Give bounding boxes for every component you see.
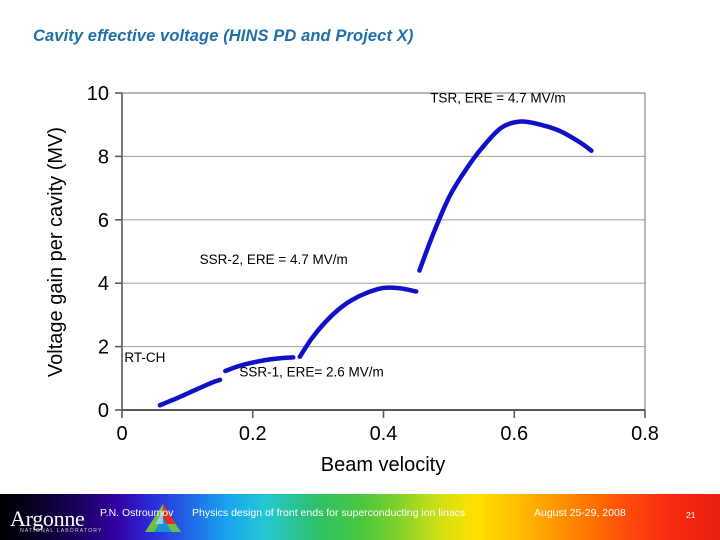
chart-container: 0 2 4 6 8 10 0 0.2 0.4 0.6 0.8 TSR, ERE = 4.7 MV/… [0,60,720,485]
y-axis-tick-labels: 0 2 4 6 8 10 [87,83,109,422]
y-axis-tick-label: 6 [98,210,109,232]
data-series-rt-ch [157,377,223,408]
footer-presenter: P.N. Ostroumov [100,507,174,519]
x-axis-title: Beam velocity [321,454,446,476]
x-axis-ticks [121,410,646,418]
argonne-wordmark: Argonne [10,506,85,531]
argonne-triangle-icon [145,504,181,532]
y-axis-tick-label: 2 [98,337,109,359]
y-axis-ticks [115,92,122,411]
footer-bar: Argonne NATIONAL LABORATORY P.N. Ostroum… [0,494,720,540]
chart-annotation: RT-CH [124,350,165,365]
chart-annotation: TSR, ERE = 4.7 MV/m [430,91,565,106]
y-axis-tick-label: 8 [98,146,109,168]
x-axis-tick-label: 0.6 [500,423,528,445]
x-axis-tick-label: 0.4 [370,423,398,445]
chart-annotations: TSR, ERE = 4.7 MV/m SSR-2, ERE = 4.7 MV/m… [124,91,565,380]
x-axis-tick-labels: 0 0.2 0.4 0.6 0.8 [116,423,658,445]
y-axis-title: Voltage gain per cavity (MV) [45,127,67,377]
x-axis-tick-label: 0.2 [239,423,267,445]
data-series-ssr-2 [297,285,419,359]
slide-number: 21 [686,510,696,520]
voltage-gain-chart: 0 2 4 6 8 10 0 0.2 0.4 0.6 0.8 TSR, ERE = 4.7 MV/… [45,83,659,476]
page-title: Cavity effective voltage (HINS PD and Pr… [33,27,414,45]
y-axis-tick-label: 10 [87,83,109,105]
argonne-logo: Argonne NATIONAL LABORATORY [8,500,208,536]
footer-talk-title: Physics design of front ends for superco… [192,507,466,519]
x-axis-tick-label: 0.8 [631,423,659,445]
y-axis-tick-label: 4 [98,273,109,295]
data-series-ssr-1 [223,355,296,374]
footer-date: August 25-29, 2008 [534,507,626,519]
plot-border [122,92,646,410]
argonne-logo-subtitle: NATIONAL LABORATORY [20,528,103,534]
chart-annotation: SSR-2, ERE = 4.7 MV/m [200,252,348,267]
x-axis-tick-label: 0 [116,423,127,445]
plot-background [122,93,645,410]
chart-annotation: SSR-1, ERE= 2.6 MV/m [239,364,383,379]
data-series-tsr [417,119,594,273]
data-series-group [157,119,594,408]
y-axis-tick-label: 0 [98,400,109,422]
